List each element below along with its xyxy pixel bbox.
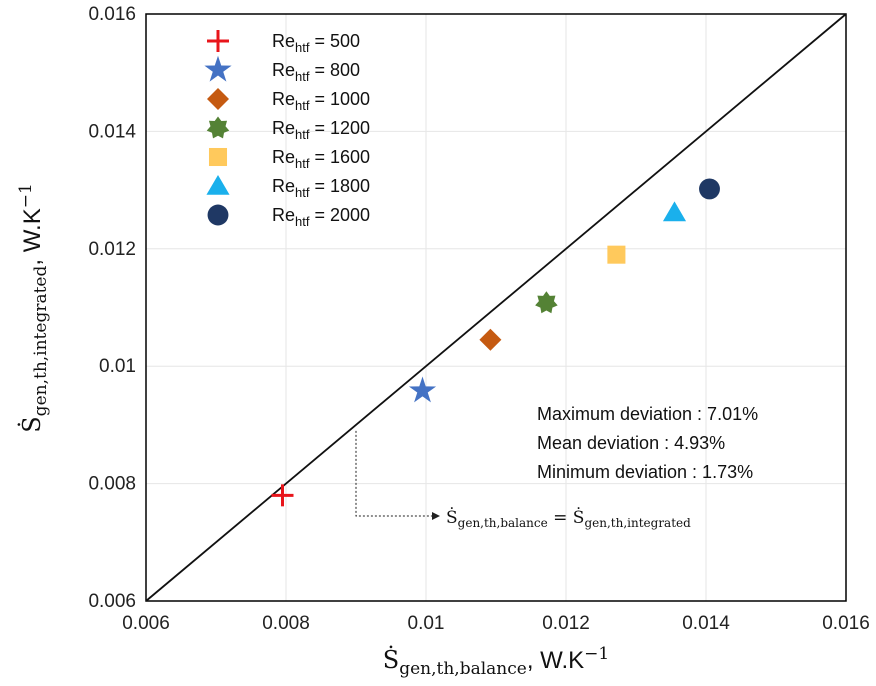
y-axis-title: Ṡgen,th,integrated, W.K−1 <box>16 183 51 433</box>
legend: Rehtf = 500 Rehtf = 800 Rehtf = 1000 Rehtf … <box>204 30 370 229</box>
tick-labels: 0.006 0.008 0.01 0.012 0.014 0.016 0.006 0.008 0… <box>88 4 869 634</box>
reference-line-pointer <box>355 430 440 520</box>
legend-marker-star5 <box>204 55 232 82</box>
data-points <box>271 178 720 507</box>
legend-label: Rehtf = 2000 <box>272 205 370 229</box>
x-tick-label: 0.012 <box>542 613 590 634</box>
legend-marker-square <box>208 147 228 167</box>
legend-marker-star7 <box>206 116 230 139</box>
data-point-star5 <box>408 376 437 403</box>
legend-marker-circle <box>207 204 229 226</box>
x-tick-label: 0.01 <box>408 613 445 634</box>
x-tick-label: 0.006 <box>122 613 170 634</box>
legend-marker-diamond <box>207 88 229 110</box>
y-tick-label: 0.01 <box>99 356 136 377</box>
reference-line <box>145 13 847 602</box>
deviation-annotations: Maximum deviation : 7.01% Mean deviation … <box>537 404 758 482</box>
x-tick-label: 0.008 <box>262 613 310 634</box>
legend-label: Rehtf = 1600 <box>272 147 370 171</box>
y-tick-label: 0.008 <box>88 474 136 495</box>
data-point-square <box>607 245 626 264</box>
x-axis-title: Ṡgen,th,balance, W.K−1 <box>383 644 609 679</box>
legend-label: Rehtf = 800 <box>272 60 360 84</box>
deviation-note: Minimum deviation : 1.73% <box>537 462 753 482</box>
x-tick-label: 0.016 <box>822 613 870 634</box>
data-point-circle <box>699 178 720 200</box>
legend-label: Rehtf = 1000 <box>272 89 370 113</box>
data-point-star7 <box>535 291 558 314</box>
legend-label: Rehtf = 1200 <box>272 118 370 142</box>
data-point-plus <box>271 484 294 507</box>
y-tick-label: 0.006 <box>88 591 136 612</box>
pointer-line <box>355 430 432 517</box>
legend-label: Rehtf = 1800 <box>272 176 370 200</box>
deviation-note: Mean deviation : 4.93% <box>537 433 725 453</box>
legend-label: Rehtf = 500 <box>272 31 360 55</box>
reference-line-label: Ṡgen,th,balance = Ṡgen,th,integrated <box>446 507 691 530</box>
y-tick-label: 0.014 <box>88 121 136 142</box>
plot-frame <box>145 13 847 602</box>
y-tick-label: 0.012 <box>88 239 136 260</box>
data-point-triangle <box>662 201 687 222</box>
y-tick-label: 0.016 <box>88 4 136 25</box>
legend-marker-plus <box>207 30 229 52</box>
legend-marker-triangle <box>206 175 230 195</box>
x-tick-label: 0.014 <box>682 613 730 634</box>
data-point-diamond <box>479 328 502 351</box>
arrow-head-icon <box>432 512 440 520</box>
deviation-note: Maximum deviation : 7.01% <box>537 404 758 424</box>
